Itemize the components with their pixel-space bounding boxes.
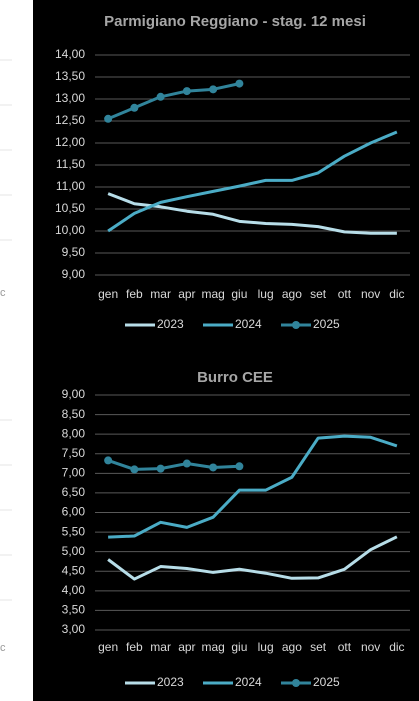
side-panel (0, 0, 33, 701)
x-tick-label: gen (98, 640, 118, 654)
x-tick-label: ott (338, 287, 352, 301)
marker (235, 79, 244, 88)
legend-label: 2023 (157, 317, 184, 331)
series-line (107, 192, 397, 235)
marker (130, 465, 139, 474)
x-tick-label: nov (361, 287, 380, 301)
x-tick-label: dic (389, 640, 404, 654)
marker (209, 463, 218, 472)
x-tick-label: lug (258, 640, 274, 654)
y-tick-label: 9,50 (62, 245, 86, 259)
y-tick-label: 9,00 (62, 387, 86, 401)
side-lines (0, 59, 12, 601)
marker (104, 114, 113, 123)
chart-title: Burro CEE (197, 369, 273, 386)
y-tick-label: 6,50 (62, 485, 86, 499)
x-tick-label: set (310, 287, 327, 301)
x-tick-label: ago (282, 640, 302, 654)
marker (104, 456, 113, 465)
legend-label: 2025 (313, 675, 340, 689)
x-tick-label: apr (178, 640, 195, 654)
x-tick-label: mag (201, 287, 224, 301)
series-line (107, 535, 398, 581)
y-tick-label: 11,50 (56, 157, 85, 171)
x-tick-label: nov (361, 640, 380, 654)
y-tick-label: 3,00 (62, 622, 86, 636)
x-tick-label: ott (338, 640, 352, 654)
y-tick-label: 10,00 (55, 223, 85, 237)
y-tick-label: 13,50 (55, 69, 85, 83)
x-tick-label: dic (389, 287, 404, 301)
x-tick-label: mar (150, 287, 171, 301)
y-tick-label: 11,00 (56, 179, 85, 193)
marker (130, 103, 139, 112)
x-tick-label: feb (126, 287, 143, 301)
marker (156, 464, 165, 473)
y-tick-label: 7,50 (62, 446, 86, 460)
series-line (107, 458, 240, 471)
x-tick-label: mar (150, 640, 171, 654)
x-tick-label: giu (231, 287, 247, 301)
marker (182, 459, 191, 468)
legend-label: 2024 (235, 675, 262, 689)
y-tick-label: 12,00 (55, 135, 85, 149)
legend-marker (292, 679, 300, 687)
marker (156, 92, 165, 101)
series-line (107, 82, 240, 121)
x-tick-label: apr (178, 287, 195, 301)
x-tick-label: ago (282, 287, 302, 301)
x-tick-label: lug (258, 287, 274, 301)
marker (182, 87, 191, 96)
x-tick-label: giu (231, 640, 247, 654)
y-tick-label: 8,00 (62, 426, 86, 440)
x-tick-label: mag (201, 640, 224, 654)
side-label: c (0, 642, 6, 654)
series-line (108, 434, 398, 539)
y-tick-label: 14,00 (55, 47, 85, 61)
marker (209, 85, 218, 94)
legend-marker (292, 321, 300, 329)
x-tick-label: feb (126, 640, 143, 654)
y-tick-label: 7,00 (62, 466, 86, 480)
y-tick-label: 10,50 (55, 201, 85, 215)
series-line (107, 130, 398, 233)
marker (235, 462, 244, 471)
y-tick-label: 8,50 (62, 407, 86, 421)
y-tick-label: 9,00 (62, 267, 86, 281)
y-tick-label: 12,50 (55, 113, 85, 127)
y-tick-label: 5,00 (62, 544, 86, 558)
y-tick-label: 4,00 (62, 583, 86, 597)
chart-title: Parmigiano Reggiano - stag. 12 mesi (104, 13, 366, 30)
legend-label: 2024 (235, 317, 262, 331)
side-label: c (0, 287, 6, 299)
y-tick-label: 5,50 (62, 524, 86, 538)
y-tick-label: 3,50 (62, 603, 86, 617)
x-tick-label: set (310, 640, 327, 654)
legend-label: 2025 (313, 317, 340, 331)
y-tick-label: 13,00 (55, 91, 85, 105)
legend-label: 2023 (157, 675, 184, 689)
x-tick-label: gen (98, 287, 118, 301)
y-tick-label: 6,00 (62, 505, 86, 519)
y-tick-label: 4,50 (62, 563, 86, 577)
